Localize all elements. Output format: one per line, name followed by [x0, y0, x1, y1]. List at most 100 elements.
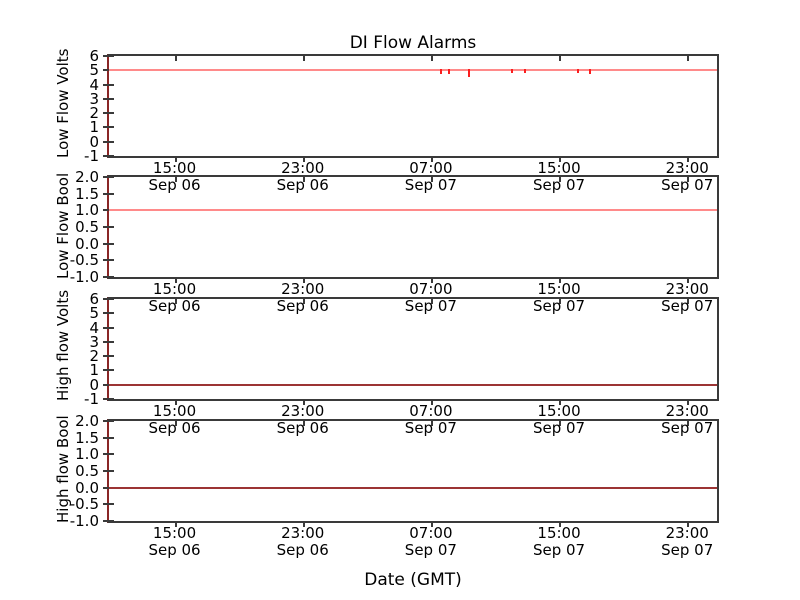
ytick-label: 0.5	[75, 218, 99, 236]
xtick-label: 23:00 Sep 07	[661, 280, 714, 315]
ytick-mark	[103, 140, 109, 143]
data-dropout-marker	[524, 69, 527, 74]
xtick-mark	[430, 156, 433, 162]
xtick-mark	[430, 521, 433, 527]
xtick-mark	[559, 399, 562, 405]
xtick-mark	[302, 399, 305, 405]
ytick-mark	[103, 383, 109, 386]
subplot-low-flow-bool	[103, 175, 719, 283]
ytick-mark-inner	[109, 192, 114, 195]
ytick-label: 0.0	[75, 478, 99, 497]
ytick-mark	[103, 326, 109, 329]
ytick-mark	[103, 453, 109, 456]
xtick-label: 15:00 Sep 06	[148, 159, 201, 194]
xtick-mark-top	[174, 298, 177, 304]
xtick-label: 07:00 Sep 07	[404, 402, 457, 437]
data-dropout-marker	[447, 69, 450, 75]
subplot-0-ytick-labels: -1 0 1 2 3 4 5 6	[0, 49, 99, 164]
ytick-mark	[103, 503, 109, 506]
subplot-3-xtick-labels: 15:00 Sep 06 23:00 Sep 06 07:00 Sep 07 15:00 Se…	[107, 525, 719, 565]
ytick-mark-inner	[109, 420, 114, 422]
xtick-label: 15:00 Sep 06	[148, 280, 201, 315]
xtick-mark	[430, 277, 433, 283]
xtick-mark	[174, 156, 177, 162]
ytick-mark-inner	[109, 398, 114, 400]
xtick-mark	[302, 277, 305, 283]
ytick-label: 3	[89, 89, 99, 108]
xtick-mark	[302, 156, 305, 162]
ytick-label: 6	[89, 290, 99, 308]
ytick-label: 2	[89, 347, 99, 366]
xtick-mark-top	[302, 420, 305, 426]
ytick-label: -1.0	[69, 268, 99, 286]
xtick-mark-top	[174, 420, 177, 426]
subplot-0-yaxis-label: Low Flow Volts	[54, 48, 72, 158]
xtick-label: 15:00 Sep 07	[532, 159, 586, 194]
xtick-mark-top	[687, 176, 690, 182]
subplot-1-yaxis-label: Low Flow Bool	[54, 172, 72, 279]
xtick-label: 23:00 Sep 07	[661, 159, 714, 194]
ytick-mark	[103, 83, 109, 86]
ytick-label: 0.0	[75, 234, 99, 253]
data-dropout-marker	[511, 69, 514, 74]
xtick-mark	[559, 156, 562, 162]
xtick-label: 23:00 Sep 07	[661, 402, 714, 437]
ytick-mark	[103, 259, 109, 262]
xtick-label: 07:00 Sep 07	[404, 524, 457, 559]
ytick-mark-inner	[109, 126, 114, 129]
ytick-mark	[103, 226, 109, 228]
ytick-mark-inner	[109, 112, 114, 115]
ytick-label: 5	[89, 61, 99, 80]
xtick-label: 23:00 Sep 06	[276, 524, 329, 559]
ytick-mark	[103, 520, 109, 522]
ytick-mark-inner	[109, 155, 114, 157]
xtick-mark-top	[302, 176, 305, 182]
ytick-mark-inner	[109, 226, 114, 228]
subplot-low-flow-volts	[103, 54, 719, 162]
xtick-mark	[559, 277, 562, 283]
xtick-mark	[430, 399, 433, 405]
ytick-label: 2.0	[75, 168, 99, 186]
ytick-mark-inner	[109, 470, 114, 472]
xtick-mark	[559, 521, 562, 527]
ytick-mark-inner	[109, 276, 114, 278]
xtick-mark	[687, 156, 690, 162]
ytick-mark	[103, 176, 109, 178]
xtick-label: 15:00 Sep 06	[148, 524, 201, 559]
ytick-label: -0.5	[69, 251, 99, 270]
ytick-mark	[103, 436, 109, 439]
xtick-mark	[174, 521, 177, 527]
xtick-mark-top	[174, 176, 177, 182]
data-dropout-marker	[588, 69, 591, 75]
xtick-mark-top	[430, 176, 433, 182]
xtick-label: 23:00 Sep 06	[276, 159, 329, 194]
ytick-mark	[103, 355, 109, 358]
xtick-label: 07:00 Sep 07	[404, 280, 457, 315]
xtick-mark-top	[559, 176, 562, 182]
ytick-label: -1.0	[69, 512, 99, 530]
ytick-label: 3	[89, 332, 99, 351]
ytick-label: 6	[89, 47, 99, 65]
subplot-1-ytick-labels: -1.0 -0.5 0.0 0.5 1.0 1.5 2.0	[0, 170, 99, 285]
ytick-mark-inner	[109, 340, 114, 343]
ytick-mark-inner	[109, 436, 114, 439]
xtick-mark-top	[559, 420, 562, 426]
subplot-3-yaxis-label: High flow Bool	[54, 415, 72, 523]
data-dropout-marker	[439, 69, 442, 75]
data-line-low-flow-volts	[109, 69, 717, 72]
xtick-label: 07:00 Sep 07	[404, 159, 457, 194]
xtick-mark	[687, 277, 690, 283]
ytick-mark-inner	[109, 298, 114, 300]
data-line-high-flow-volts	[109, 383, 717, 386]
subplot-2-yaxis-label: High flow Volts	[54, 289, 72, 401]
data-dropout-marker	[576, 69, 579, 73]
ytick-mark	[103, 55, 109, 57]
xtick-mark-top	[430, 420, 433, 426]
xtick-mark-top	[430, 55, 433, 61]
ytick-mark	[103, 126, 109, 129]
subplot-3-ytick-labels: -1.0 -0.5 0.0 0.5 1.0 1.5 2.0	[0, 414, 99, 529]
xtick-label: 15:00 Sep 07	[532, 280, 586, 315]
ytick-label: 4	[89, 75, 99, 94]
ytick-mark-inner	[109, 176, 114, 178]
xtick-label: 23:00 Sep 06	[276, 280, 329, 315]
